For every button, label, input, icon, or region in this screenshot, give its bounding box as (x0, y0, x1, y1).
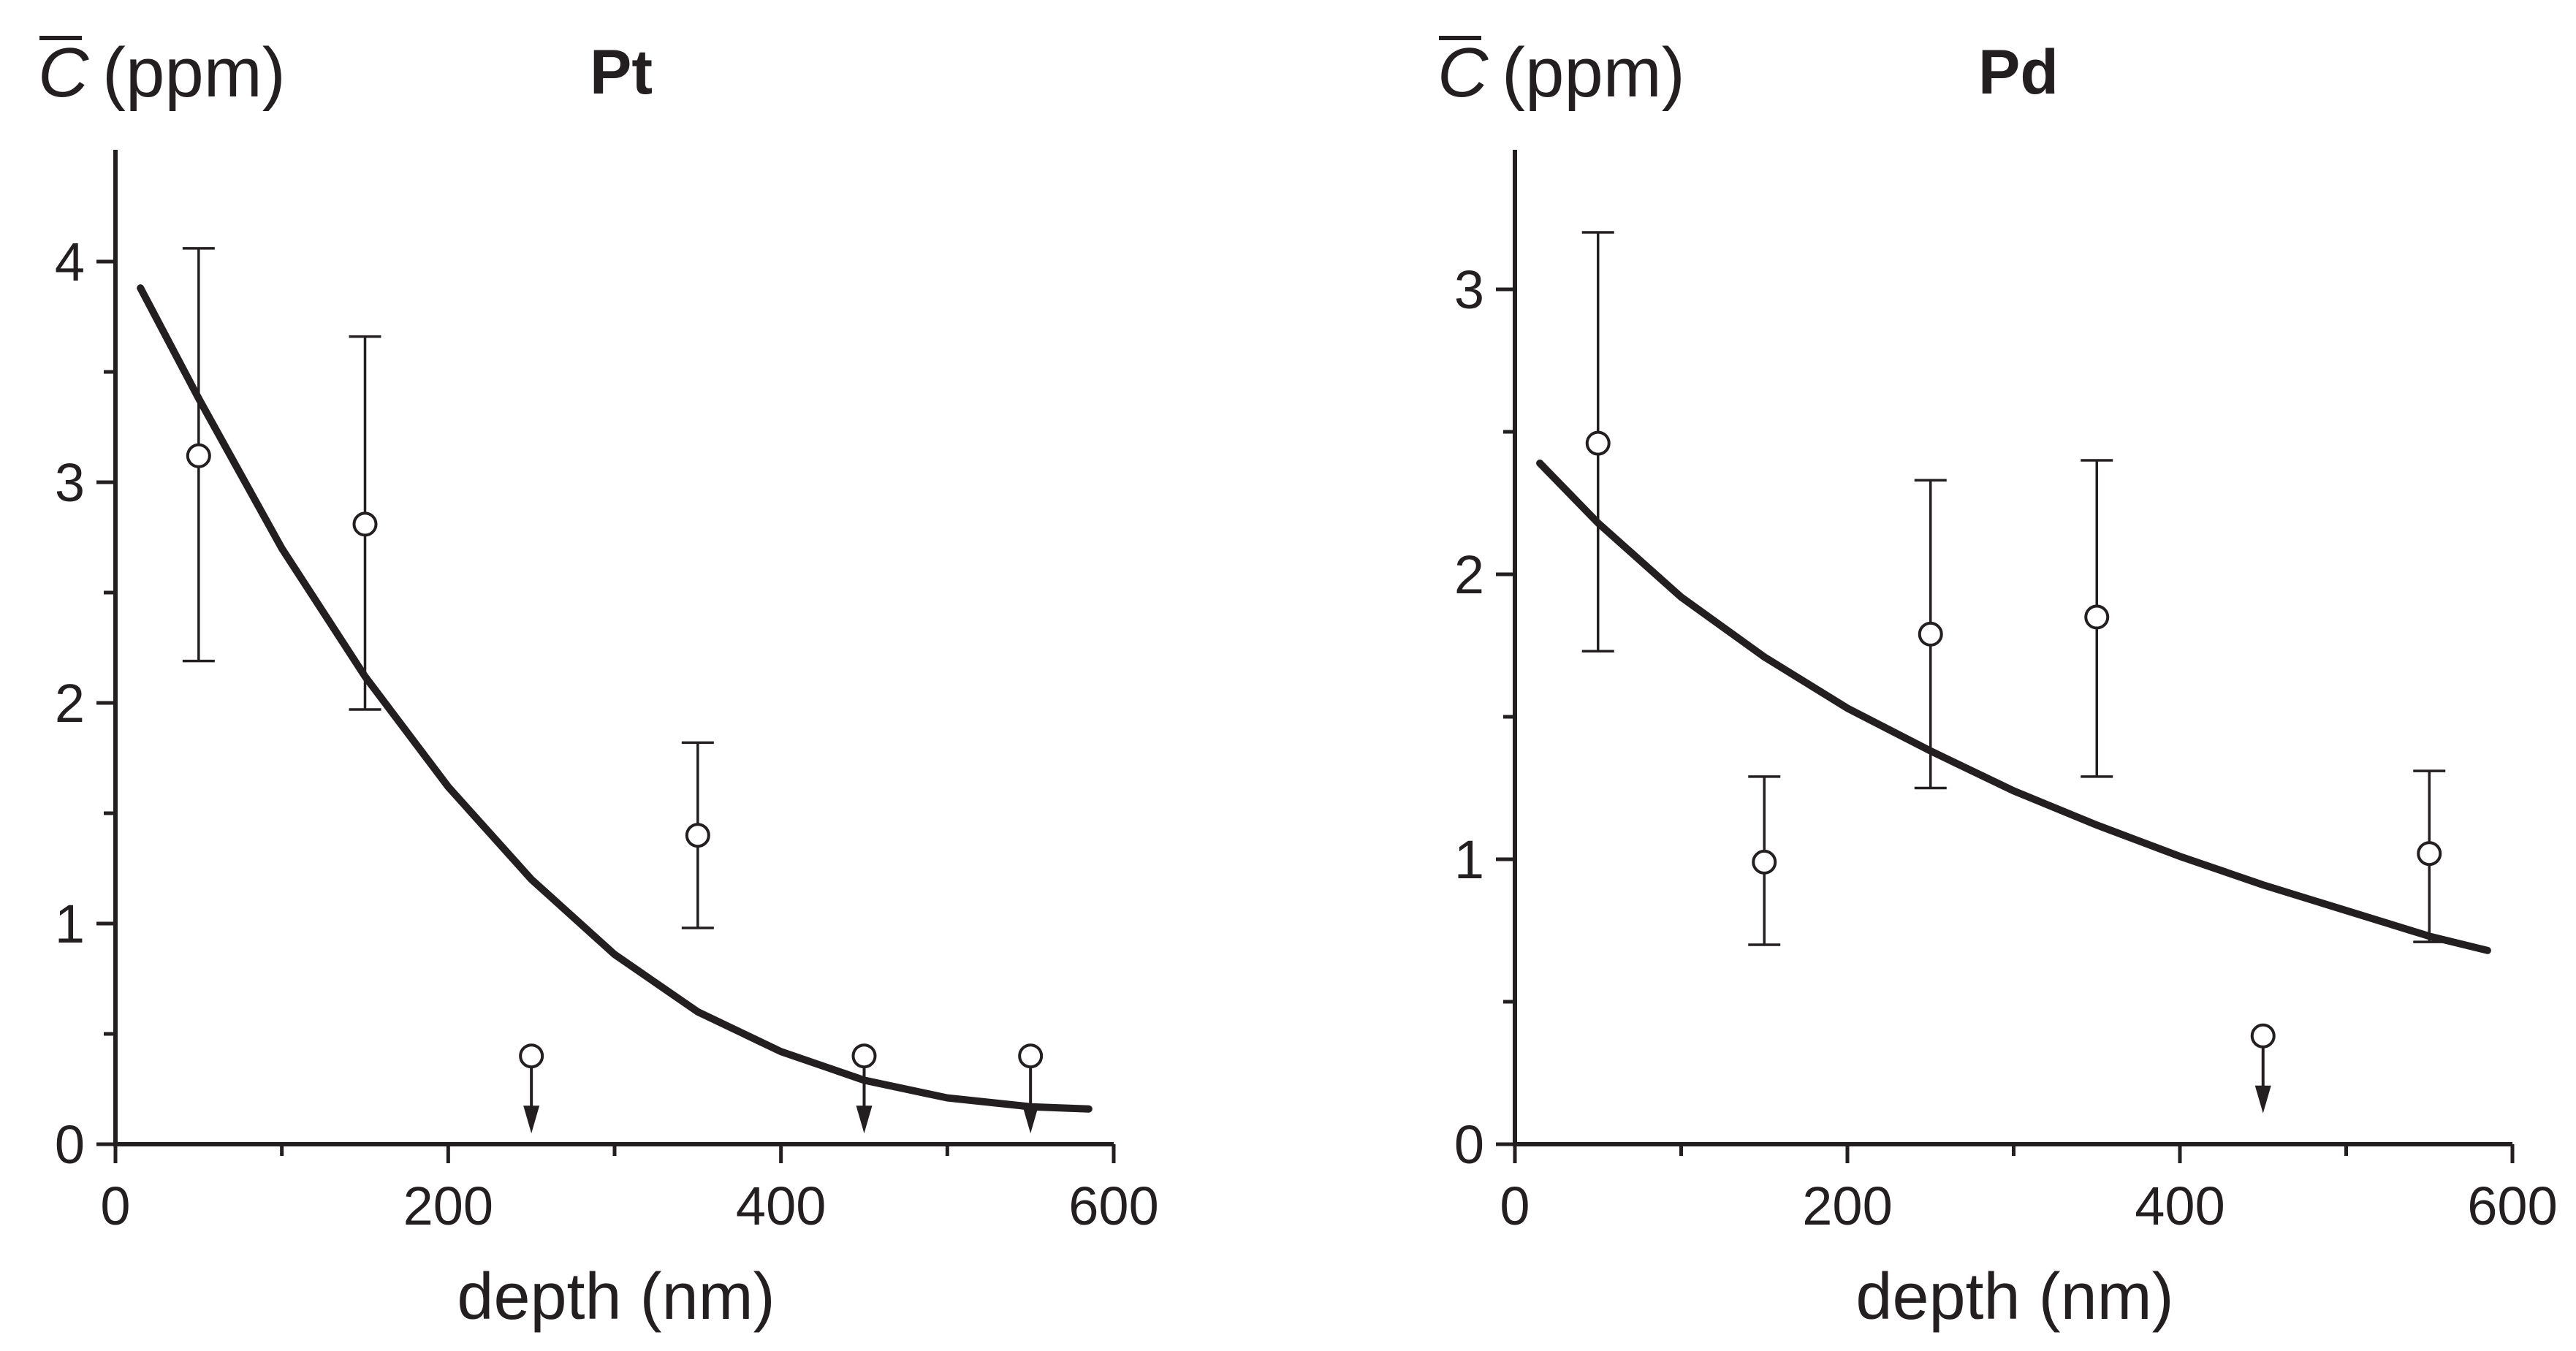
y-tick-label: 0 (55, 1114, 85, 1175)
y-tick-label: 3 (1454, 259, 1484, 320)
upper-limit-arrowhead (2254, 1085, 2271, 1114)
y-axis-symbol: C (38, 34, 89, 112)
upper-limit-point (851, 1043, 877, 1069)
data-point (1918, 621, 1943, 647)
y-tick-label: 3 (55, 452, 85, 513)
y-axis-label: C (ppm) (38, 34, 286, 112)
upper-limit-group (2250, 1023, 2276, 1114)
y-tick-label: 1 (55, 894, 85, 954)
x-tick-label: 400 (736, 1176, 826, 1236)
data-point-group (186, 443, 710, 848)
upper-limit-point (2250, 1023, 2276, 1049)
data-point (1752, 849, 1777, 875)
chart-title: Pd (1978, 37, 2059, 107)
tick-group: 0 200 400 600 0 1 2 3 4 (55, 232, 1159, 1236)
fit-curve (137, 284, 1093, 1113)
x-tick-label: 600 (2467, 1176, 2557, 1236)
data-point (1585, 430, 1611, 456)
data-point (2084, 604, 2110, 630)
data-point (685, 823, 710, 848)
upper-limit-point (1018, 1043, 1044, 1069)
chart-panel-pt: C (ppm) Pt depth (nm) 0 200 400 600 0 1 2 3 4 (38, 34, 1159, 1333)
x-tick-label: 400 (2135, 1176, 2224, 1236)
data-point (2417, 841, 2442, 867)
x-axis-label: depth (nm) (457, 1260, 775, 1333)
y-axis-label: C (ppm) (1437, 34, 1685, 112)
y-tick-label: 2 (55, 673, 85, 734)
x-axis-label: depth (nm) (1855, 1260, 2173, 1333)
chart-title: Pt (590, 37, 653, 107)
y-tick-label: 4 (55, 232, 85, 292)
data-point-group (1585, 430, 2442, 875)
x-tick-label: 200 (1802, 1176, 1892, 1236)
fit-curve (1536, 459, 2491, 954)
x-tick-label: 0 (1500, 1176, 1530, 1236)
y-tick-label: 1 (1454, 829, 1484, 890)
y-tick-label: 0 (1454, 1114, 1484, 1175)
chart-panel-pd: C (ppm) Pd depth (nm) 0 200 400 600 0 1 2 3 (1437, 34, 2558, 1333)
y-tick-label: 2 (1454, 544, 1484, 605)
error-bar-group (182, 247, 714, 929)
y-axis-unit: (ppm) (102, 34, 286, 112)
upper-limit-group (519, 1043, 1044, 1134)
upper-limit-arrowhead (523, 1105, 540, 1134)
error-bar-group (1581, 231, 2446, 946)
y-axis-unit: (ppm) (1502, 34, 1685, 112)
tick-group: 0 200 400 600 0 1 2 3 (1454, 259, 2558, 1236)
upper-limit-arrowhead (856, 1105, 873, 1134)
data-point (352, 511, 378, 537)
data-point (186, 443, 211, 468)
y-axis-symbol: C (1437, 34, 1489, 112)
upper-limit-point (519, 1043, 544, 1069)
upper-limit-arrowhead (1022, 1105, 1039, 1134)
x-tick-label: 0 (100, 1176, 130, 1236)
x-tick-label: 200 (403, 1176, 493, 1236)
x-tick-label: 600 (1068, 1176, 1158, 1236)
